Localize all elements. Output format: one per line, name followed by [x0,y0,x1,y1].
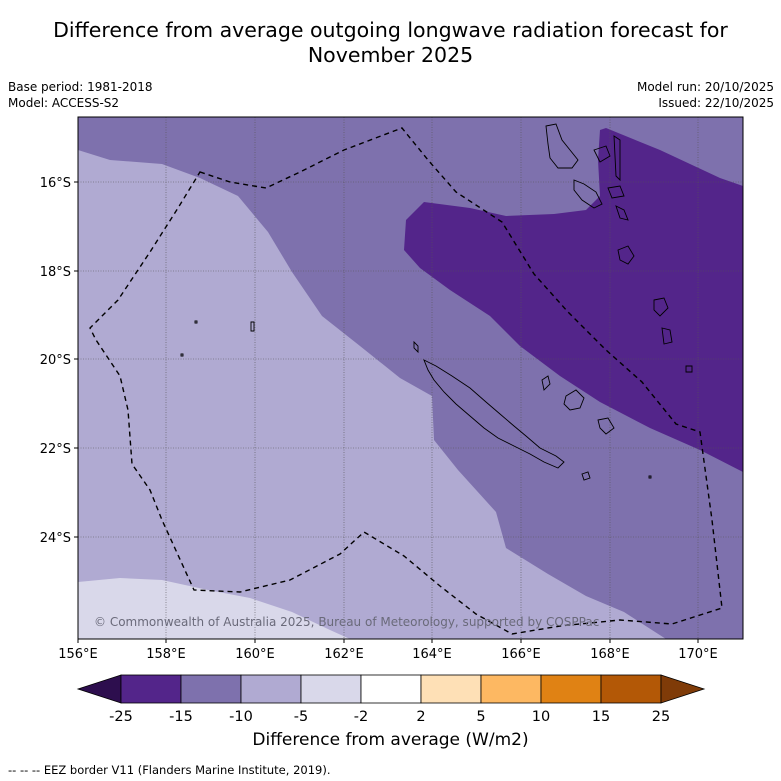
colorbar-label: Difference from average (W/m2) [252,730,529,750]
vanuatu-efate [617,245,635,265]
colorbar-tick-6: 5 [476,709,485,725]
colorbar-tick-3: -5 [294,709,308,725]
lon-labels: 156°E 158°E 160°E 162°E 164°E 166°E 168°… [58,647,718,662]
colorbar-segment-0 [120,674,182,704]
colorbar-segment-6 [480,674,542,704]
colorbar-segment-1 [180,674,242,704]
colorbar-tick-9: 25 [652,709,670,725]
small-islet-2 [194,320,198,324]
lat-label-24s: 24°S [40,531,71,546]
colorbar-ticks: -25 -15 -10 -5 -2 2 5 10 15 25 [109,709,670,725]
model-run: Model run: 20/10/2025 [636,80,774,94]
colorbar-segment-2 [240,674,302,704]
band-minus2-to-minus5 [78,578,350,639]
colorbar-extend-high [660,674,706,704]
vanuatu-tanna [661,327,673,345]
lat-label-22s: 22°S [40,442,71,457]
colorbar-segment-7 [540,674,602,704]
title-line-1: Difference from average outgoing longwav… [53,18,728,42]
loyalty-mare [597,417,615,435]
metadata-right: Model run: 20/10/2025 Issued: 22/10/2025 [637,79,774,111]
loyalty-ouvea [541,375,551,391]
colorbar-segment-8 [600,674,662,704]
lat-labels: 16°S 18°S 20°S 22°S 24°S [40,176,71,546]
small-islet-1 [180,353,184,357]
vanuatu-aneityum [685,365,693,373]
lat-label-18s: 18°S [40,265,71,280]
vanuatu-pentecost [613,135,621,182]
eez-border [89,127,723,635]
colorbar [76,674,706,704]
vanuatu-epi [615,205,629,221]
issued-date: Issued: 22/10/2025 [658,96,774,110]
belep-islands [413,340,419,354]
lon-label-156e: 156°E [58,647,98,662]
vanuatu-ambrym [607,185,625,199]
lat-ticks [74,181,78,538]
chart-title: Difference from average outgoing longwav… [0,18,781,68]
colorbar-tick-5: 2 [416,709,425,725]
lon-label-164e: 164°E [412,647,452,662]
colorbar-segment-5 [420,674,482,704]
new-caledonia-coast [423,359,565,469]
base-period: Base period: 1981-2018 [8,80,153,94]
lon-label-168e: 168°E [590,647,630,662]
colorbar-tick-4: -2 [354,709,368,725]
gridlines [78,117,743,639]
lon-ticks [77,639,699,643]
colorbar-extend-low [76,674,122,704]
colorbar-tick-8: 15 [592,709,610,725]
band-minus5-to-minus10 [78,150,666,639]
colorbar-tick-0: -25 [109,709,133,725]
copyright-notice: © Commonwealth of Australia 2025, Bureau… [94,615,599,629]
metadata-left: Base period: 1981-2018 Model: ACCESS-S2 [8,79,153,111]
colorbar-tick-2: -10 [229,709,253,725]
band-minus15-to-minus25 [404,128,743,472]
vanuatu-maewo [593,145,611,163]
vanuatu-espiritu-santo [545,123,579,169]
vanuatu-malekula [573,179,603,209]
colorbar-segment-3 [300,674,362,704]
lon-label-162e: 162°E [324,647,364,662]
colorbar-segment-4 [360,674,422,704]
anomaly-field [78,117,743,639]
vanuatu-erromango [653,297,669,317]
model-name: Model: ACCESS-S2 [8,96,120,110]
loyalty-lifou [563,389,585,411]
walpole-islet [648,475,652,479]
chesterfield-islet [250,321,255,332]
isle-of-pines [581,471,591,481]
eez-legend-note: -- -- -- EEZ border V11 (Flanders Marine… [8,763,331,777]
colorbar-tick-7: 10 [532,709,550,725]
colorbar-tick-1: -15 [169,709,193,725]
lat-label-16s: 16°S [40,176,71,191]
map-frame [77,116,744,640]
lon-label-158e: 158°E [146,647,186,662]
lat-label-20s: 20°S [40,353,71,368]
title-line-2: November 2025 [307,43,474,67]
coastlines [180,123,693,481]
lon-label-160e: 160°E [235,647,275,662]
lon-label-166e: 166°E [501,647,541,662]
lon-label-170e: 170°E [678,647,718,662]
